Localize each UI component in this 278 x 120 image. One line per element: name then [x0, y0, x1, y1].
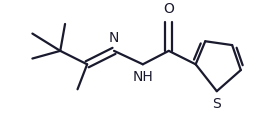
Text: NH: NH: [132, 70, 153, 84]
Text: S: S: [212, 97, 221, 111]
Text: N: N: [109, 31, 119, 45]
Text: O: O: [163, 2, 174, 16]
